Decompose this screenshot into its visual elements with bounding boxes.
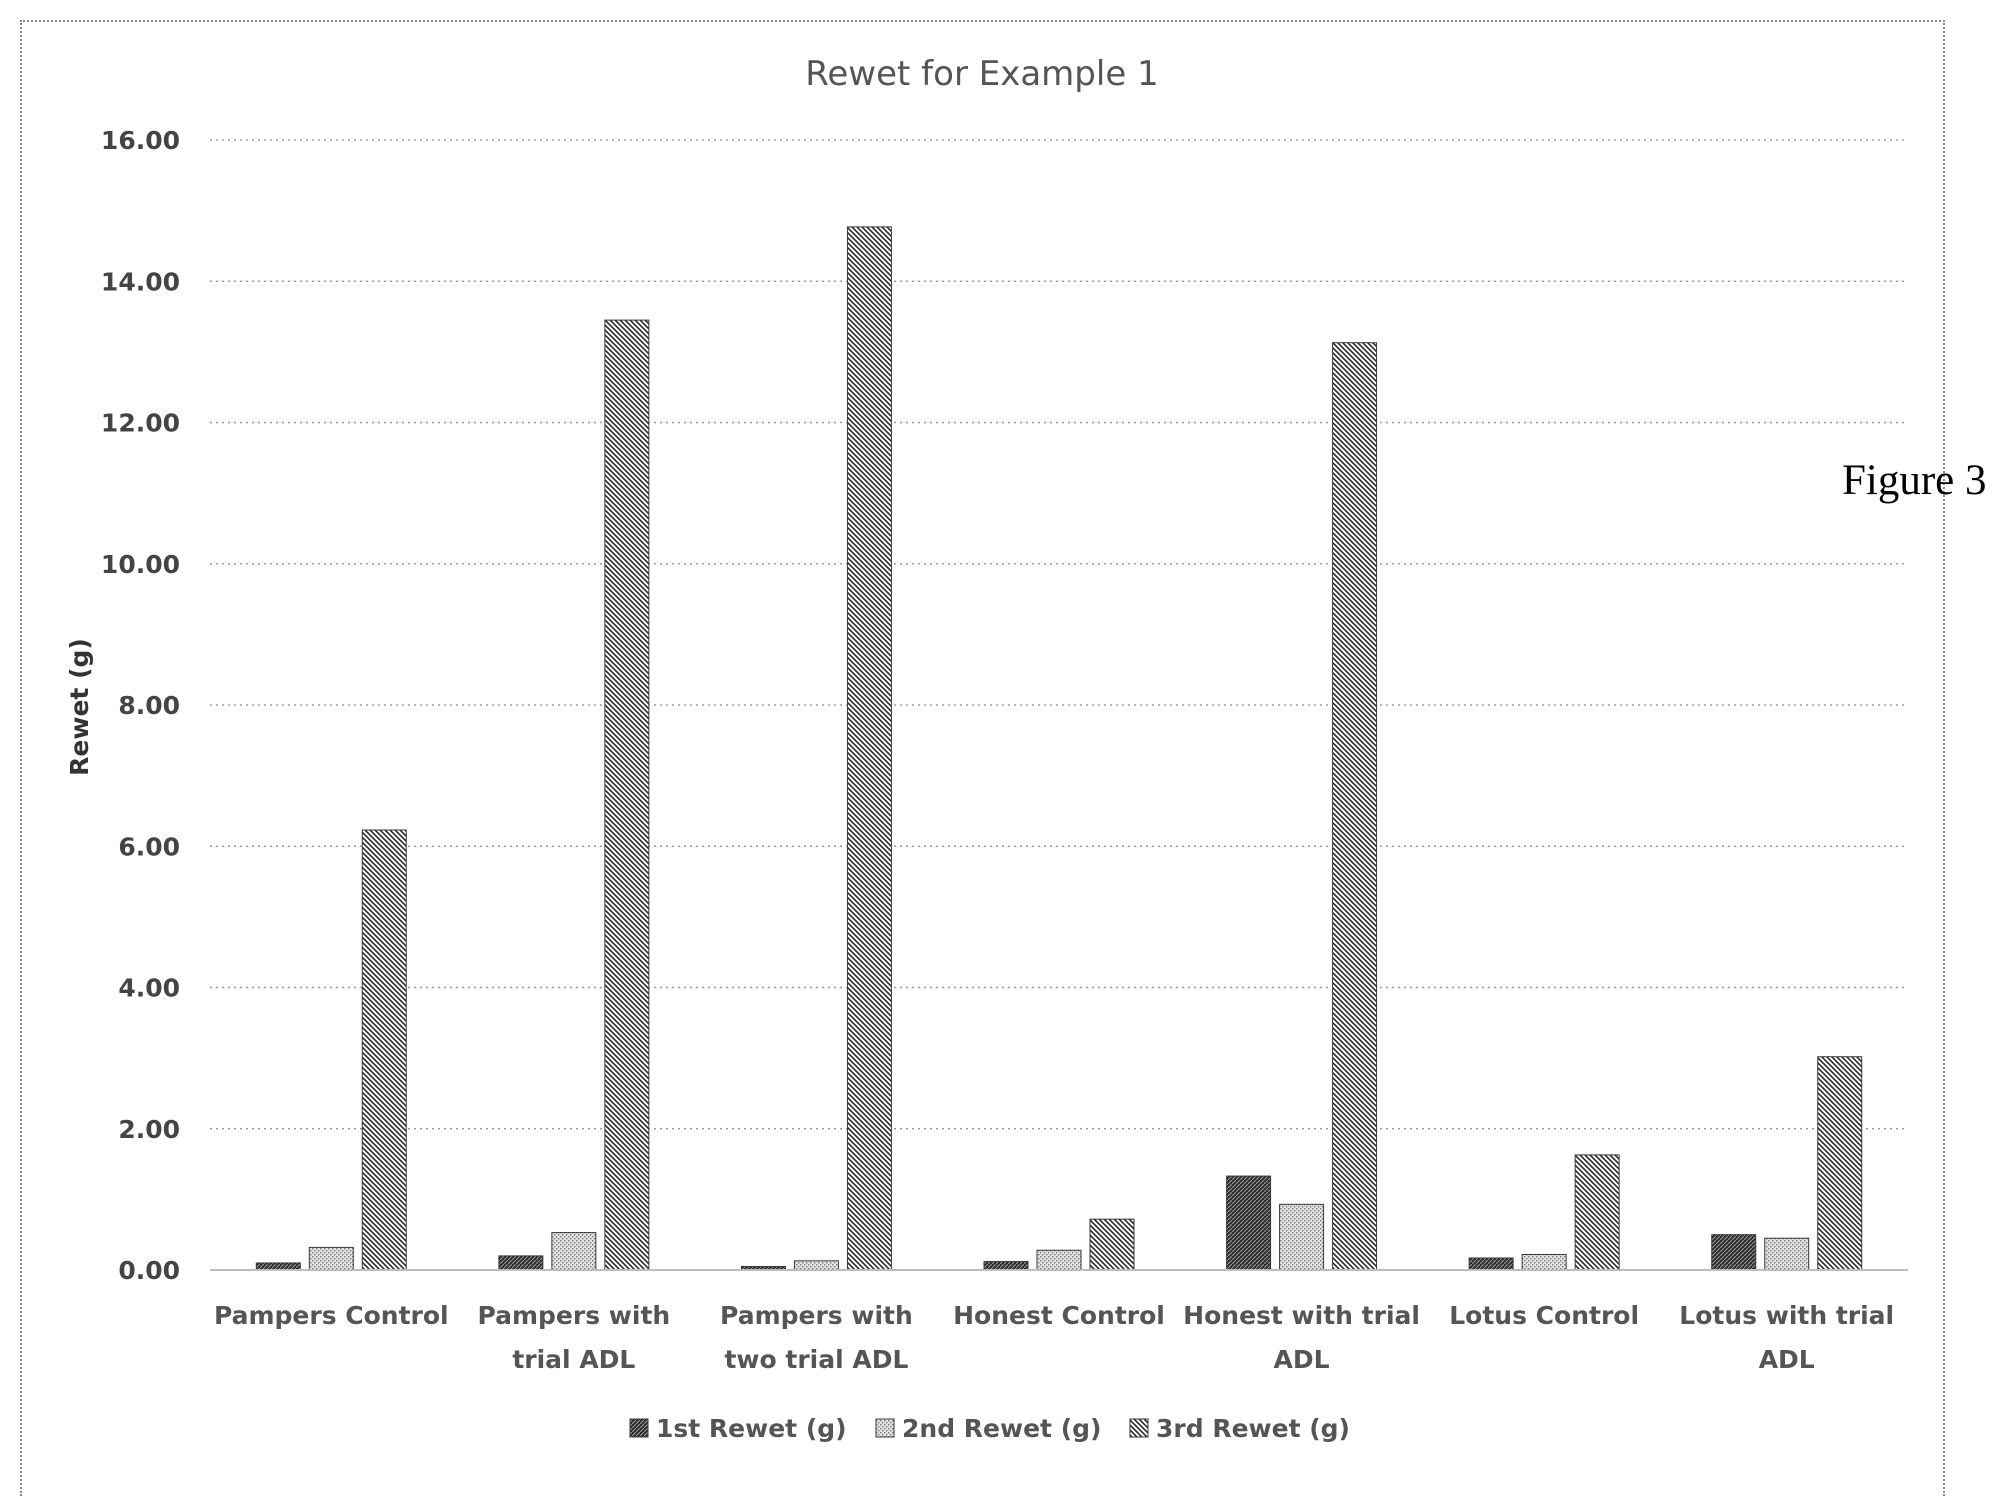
bar-series-3-cat-6 (1574, 1154, 1620, 1271)
category-label-line: Lotus Control (1449, 1301, 1639, 1330)
y-tick-labels: 0.00 2.00 4.00 6.00 8.00 10.00 12.00 14.00 16.00 (101, 126, 180, 1285)
y-tick-label: 12.00 (101, 409, 180, 438)
bar-series-2-cat-2 (551, 1232, 597, 1271)
bar-series-3-cat-5 (1332, 342, 1378, 1271)
bar-series-2-cat-5 (1279, 1203, 1325, 1271)
bar-series-2-cat-7 (1764, 1237, 1810, 1271)
y-tick-label: 4.00 (118, 974, 180, 1003)
category-label: Lotus Control (1449, 1301, 1639, 1330)
y-tick-label: 8.00 (118, 691, 180, 720)
category-label-line: ADL (1274, 1345, 1330, 1374)
bar-series-1-cat-7 (1711, 1234, 1757, 1271)
category-label-line: Lotus with trial (1679, 1301, 1894, 1330)
legend-item: 3rd Rewet (g) (1129, 1414, 1350, 1443)
y-tick-label: 14.00 (101, 267, 180, 296)
legend-swatch (875, 1418, 895, 1438)
legend-item: 1st Rewet (g) (629, 1414, 847, 1443)
category-label-line: two trial ADL (724, 1345, 908, 1374)
category-label: Honest with trial ADL (1183, 1301, 1420, 1374)
bar-series-1-cat-2 (498, 1255, 544, 1271)
bar-series-1-cat-6 (1468, 1257, 1514, 1271)
category-label-line: trial ADL (512, 1345, 635, 1374)
chart-frame (20, 20, 1945, 1496)
legend-item: 2nd Rewet (g) (875, 1414, 1101, 1443)
category-label-line: ADL (1759, 1345, 1815, 1374)
chart-title: Rewet for Example 1 (805, 54, 1158, 94)
category-label-line: Honest Control (953, 1301, 1165, 1330)
bar-series-2-cat-6 (1521, 1253, 1567, 1271)
bar-series-1-cat-5 (1226, 1175, 1272, 1271)
bar-series-2-cat-4 (1036, 1249, 1082, 1271)
y-tick-label: 10.00 (101, 550, 180, 579)
category-label: Pampers with trial ADL (477, 1301, 670, 1374)
y-tick-label: 2.00 (118, 1115, 180, 1144)
category-label: Pampers with two trial ADL (720, 1301, 913, 1374)
category-label: Honest Control (953, 1301, 1165, 1330)
category-label: Lotus with trial ADL (1679, 1301, 1894, 1374)
gridlines (210, 139, 1908, 1130)
bar-series-3-cat-1 (361, 829, 407, 1271)
category-label-line: Pampers with (720, 1301, 913, 1330)
figure-label: Figure 3 (1842, 457, 1987, 504)
legend-label: 2nd Rewet (g) (902, 1414, 1101, 1443)
bar-series-1-cat-4 (983, 1261, 1029, 1271)
category-label: Pampers Control (214, 1301, 449, 1330)
bar-series-3-cat-4 (1089, 1218, 1135, 1271)
y-tick-label: 16.00 (101, 126, 180, 155)
bar-series-2-cat-3 (793, 1260, 839, 1271)
bar-series-1-cat-1 (255, 1262, 301, 1271)
category-label-line: Pampers with (477, 1301, 670, 1330)
bar-series-2-cat-1 (308, 1246, 354, 1271)
y-axis-label: Rewet (g) (65, 638, 94, 776)
legend-swatch (1129, 1418, 1149, 1438)
legend-swatch (629, 1418, 649, 1438)
category-labels: Pampers Control Pampers with trial ADLPamp… (214, 1301, 1894, 1374)
bars (255, 226, 1863, 1271)
bar-series-3-cat-7 (1817, 1056, 1863, 1271)
bar-series-3-cat-2 (604, 319, 650, 1271)
legend: 1st Rewet (g) 2nd Rewet (g) 3rd Rewet (g) (629, 1414, 1350, 1443)
legend-label: 3rd Rewet (g) (1156, 1414, 1350, 1443)
legend-label: 1st Rewet (g) (656, 1414, 847, 1443)
bar-series-3-cat-3 (846, 226, 892, 1271)
category-label-line: Honest with trial (1183, 1301, 1420, 1330)
y-tick-label: 0.00 (118, 1256, 180, 1285)
category-label-line: Pampers Control (214, 1301, 449, 1330)
y-tick-label: 6.00 (118, 832, 180, 861)
